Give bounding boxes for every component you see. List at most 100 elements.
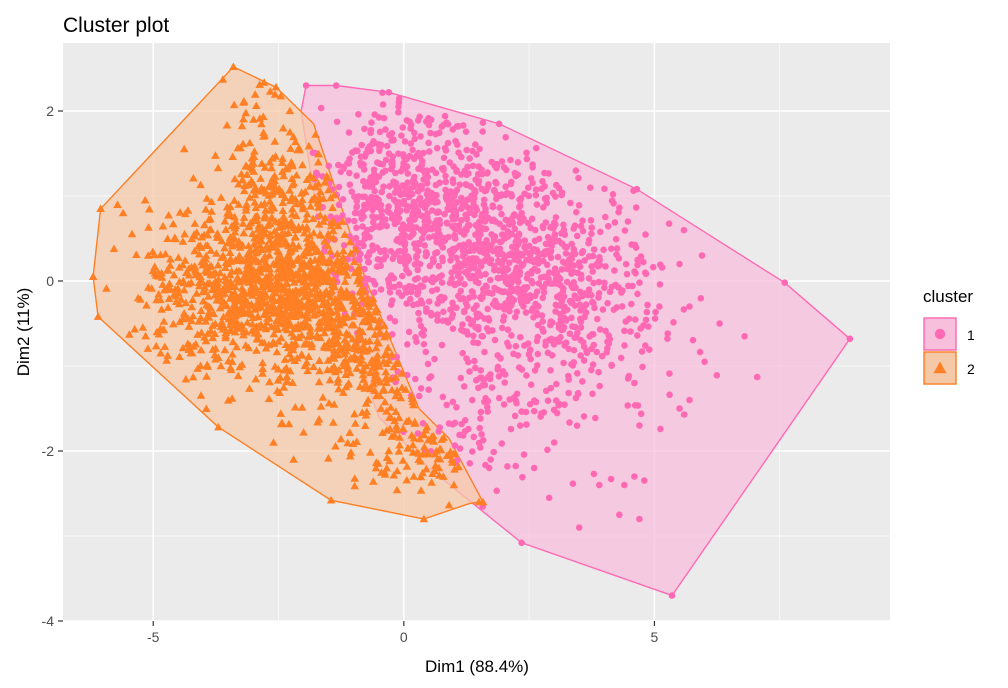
cluster-1-point xyxy=(371,281,379,288)
cluster-2-point xyxy=(266,231,275,240)
cluster-1-point xyxy=(568,314,575,322)
cluster-2-point xyxy=(254,221,264,229)
cluster-2-point xyxy=(339,246,348,255)
cluster-1-point xyxy=(575,174,582,182)
cluster-1-point xyxy=(523,256,530,264)
cluster-1-point xyxy=(538,185,545,192)
cluster-2-point xyxy=(298,223,307,231)
cluster-2-point xyxy=(390,431,399,439)
cluster-2-point xyxy=(340,349,349,358)
cluster-2-point xyxy=(250,190,260,199)
cluster-1-point xyxy=(560,221,567,229)
cluster-2-point xyxy=(245,193,255,201)
cluster-1-point xyxy=(529,164,536,171)
cluster-2-point xyxy=(191,270,200,279)
cluster-2-point xyxy=(233,321,243,330)
cluster-2-point xyxy=(237,284,247,292)
cluster-1-point xyxy=(588,291,595,299)
cluster-1-point xyxy=(615,254,623,262)
cluster-1-point xyxy=(443,317,451,324)
cluster-1-point xyxy=(533,201,541,208)
cluster-1-point xyxy=(741,333,748,340)
cluster-1-point xyxy=(459,252,467,260)
cluster-2-point xyxy=(291,194,300,203)
cluster-2-point xyxy=(230,174,240,183)
cluster-2-point xyxy=(352,364,362,372)
cluster-2-point xyxy=(409,472,419,480)
cluster-2-point xyxy=(175,263,184,271)
cluster-2-point xyxy=(276,234,286,242)
cluster-2-point xyxy=(226,254,235,262)
cluster-2-point xyxy=(214,233,223,241)
cluster-2-point xyxy=(209,309,218,318)
cluster-1-point xyxy=(417,133,424,140)
cluster-1-point xyxy=(490,237,498,244)
cluster-1-point xyxy=(581,257,588,264)
cluster-1-point xyxy=(495,394,503,402)
cluster-1-point xyxy=(339,212,346,219)
cluster-1-point xyxy=(573,422,581,430)
cluster-1-point xyxy=(570,359,578,366)
cluster-2-point xyxy=(312,245,322,253)
cluster-1-point xyxy=(472,364,479,372)
cluster-1-point xyxy=(521,286,529,293)
cluster-1-point xyxy=(483,170,491,177)
cluster-2-point xyxy=(286,144,295,152)
cluster-1-point xyxy=(358,160,366,168)
cluster-1-point xyxy=(570,249,578,257)
cluster-1-point xyxy=(333,214,340,222)
cluster-2-point xyxy=(377,468,386,476)
cluster-1-point xyxy=(433,191,440,199)
cluster-1-point xyxy=(426,374,433,382)
cluster-2-point xyxy=(251,301,261,310)
cluster-1-point xyxy=(459,432,467,439)
cluster-2-point xyxy=(278,198,288,206)
cluster-1-point xyxy=(580,357,588,364)
cluster-2-point xyxy=(379,384,388,393)
cluster-2-point xyxy=(297,302,307,310)
cluster-2-point xyxy=(259,78,269,86)
cluster-2-point xyxy=(175,317,185,326)
cluster-2-point xyxy=(188,295,197,303)
cluster-1-point xyxy=(522,309,530,316)
cluster-2-point xyxy=(374,316,384,324)
cluster-2-point xyxy=(239,114,248,123)
cluster-1-point xyxy=(509,243,516,251)
cluster-2-point xyxy=(351,338,361,347)
cluster-2-point xyxy=(144,223,153,231)
legend-circle-marker xyxy=(934,328,946,340)
cluster-1-point xyxy=(637,325,644,332)
cluster-1-point xyxy=(412,375,419,383)
cluster-1-point xyxy=(665,220,673,227)
cluster-2-point xyxy=(234,200,244,208)
cluster-1-point xyxy=(448,275,456,283)
cluster-1-point xyxy=(434,249,441,256)
cluster-1-point xyxy=(431,355,438,363)
cluster-2-point xyxy=(288,239,298,248)
cluster-2-point xyxy=(295,273,305,281)
cluster-2-point xyxy=(279,171,288,180)
cluster-1-point xyxy=(420,326,428,334)
cluster-1-point xyxy=(539,224,547,232)
cluster-1-point xyxy=(504,463,511,470)
cluster-2-point xyxy=(332,338,341,347)
cluster-2-point xyxy=(259,132,268,140)
cluster-2-point xyxy=(156,250,165,259)
cluster-1-point xyxy=(472,231,479,238)
cluster-1-point xyxy=(403,300,411,307)
cluster-2-point xyxy=(246,252,256,260)
cluster-2-point xyxy=(243,269,253,277)
cluster-1-point xyxy=(524,340,532,347)
cluster-2-point xyxy=(360,347,369,355)
cluster-1-point xyxy=(701,358,708,366)
cluster-2-point xyxy=(189,174,198,182)
cluster-1-point xyxy=(458,420,465,428)
cluster-1-point xyxy=(361,265,368,273)
cluster-2-point xyxy=(343,380,353,388)
cluster-2-point xyxy=(357,408,367,416)
cluster-1-point xyxy=(480,196,488,204)
cluster-1-point xyxy=(421,276,428,284)
legend-triangle-marker xyxy=(933,361,947,374)
cluster-1-point xyxy=(656,303,663,310)
cluster-1-point xyxy=(360,242,367,250)
